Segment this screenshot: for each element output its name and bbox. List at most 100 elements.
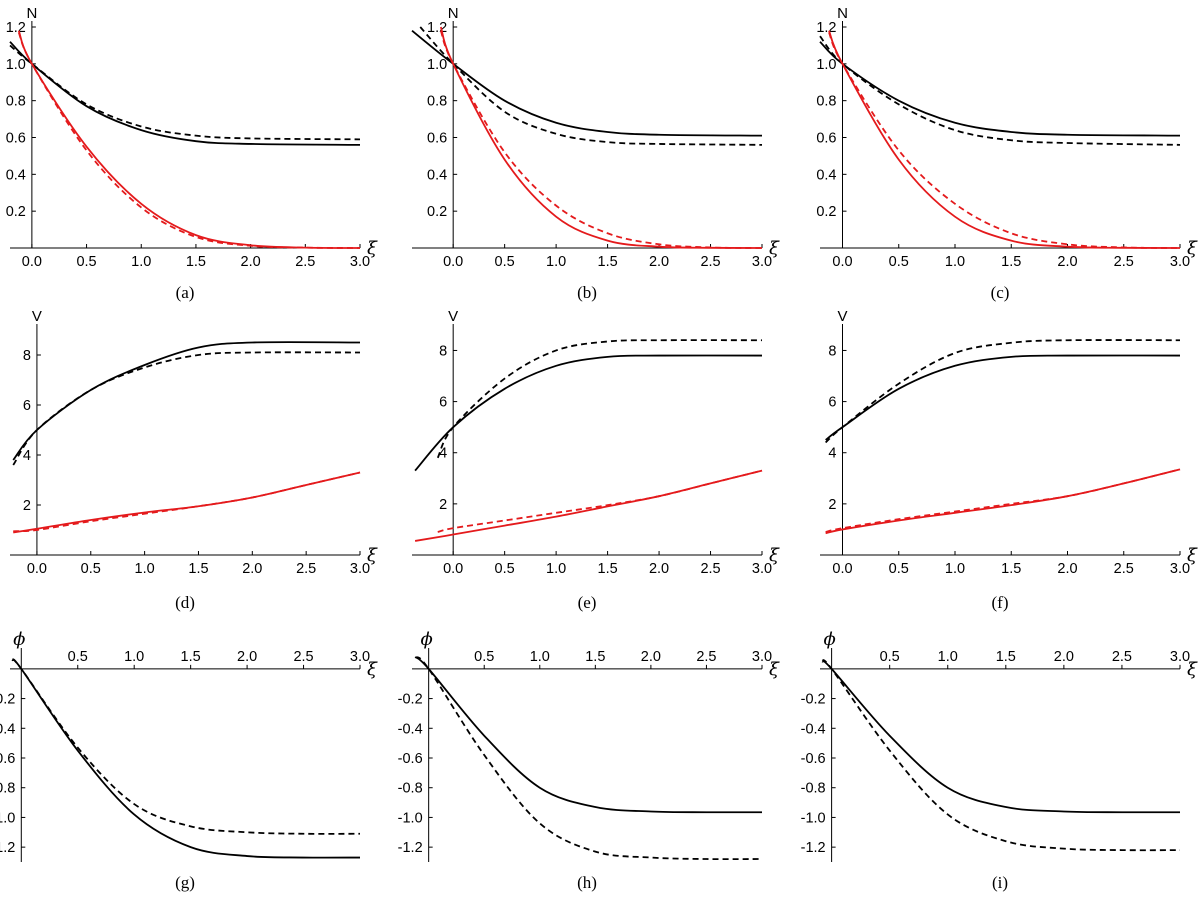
x-tick-label: 2.5 [696, 649, 716, 665]
y-tick-label: 0.4 [427, 167, 447, 183]
x-tick-label: 1.5 [181, 649, 201, 665]
panel-caption: (d) [175, 593, 195, 612]
panel-a: 0.0 0.5 1.0 1.5 2.0 2.5 3.0 0.2 0.4 0.6 0.8 1.0 1.2N… [6, 5, 378, 302]
x-axis-label: ξ [367, 238, 378, 259]
y-tick-label: 6 [439, 395, 447, 411]
x-tick-label: 1.5 [585, 649, 605, 665]
y-tick-label: 8 [828, 343, 836, 359]
y-tick-label: 6 [23, 398, 31, 414]
black-solid-curve [414, 656, 763, 814]
red-dashed-curve [13, 471, 361, 533]
y-tick-label: -0.6 [801, 751, 826, 767]
black-dashed-curve [12, 351, 361, 466]
y-tick-label: 1.0 [816, 57, 836, 73]
y-tick-label: -1.2 [0, 840, 15, 856]
y-tick-label: 0.8 [6, 94, 26, 110]
panel-f: 0.0 0.5 1.0 1.5 2.0 2.5 3.0 2 4 6 8 Vξ (f) [820, 308, 1198, 612]
x-tick-label: 1.5 [598, 561, 618, 577]
x-tick-label: 2.0 [649, 561, 669, 577]
black-solid-curve [11, 658, 361, 859]
x-axis-label: ξ [367, 545, 378, 566]
x-tick-label: 1.0 [546, 254, 566, 270]
y-tick-label: -0.4 [0, 721, 15, 737]
x-tick-label: 2.0 [649, 254, 669, 270]
x-tick-label: 1.5 [1001, 254, 1021, 270]
x-tick-label: 3.0 [1170, 561, 1190, 577]
y-tick-label: 0.4 [6, 167, 26, 183]
panel-caption: (h) [577, 873, 597, 892]
x-axis-label: ξ [769, 659, 780, 680]
x-tick-label: 3.0 [1170, 649, 1190, 665]
panel-c: 0.0 0.5 1.0 1.5 2.0 2.5 3.0 0.2 0.4 0.6 0.8 1.0 1.2N… [816, 5, 1198, 302]
black-dashed-curve [825, 339, 1181, 444]
y-tick-label: 2 [439, 497, 447, 513]
x-tick-label: 1.5 [598, 254, 618, 270]
y-tick-label: 1.0 [427, 57, 447, 73]
y-tick-label: 4 [828, 446, 836, 462]
y-axis-label: ϕ [823, 629, 835, 650]
x-axis-label: ξ [1187, 545, 1198, 566]
x-tick-label: 2.0 [641, 649, 661, 665]
y-tick-label: 0.6 [427, 131, 447, 147]
x-tick-label: 2.5 [296, 561, 316, 577]
red-dashed-curve [439, 30, 763, 249]
x-tick-label: 3.0 [350, 649, 370, 665]
x-tick-label: 3.0 [350, 254, 370, 270]
red-solid-curve [825, 468, 1181, 535]
y-tick-label: 0.6 [6, 131, 26, 147]
x-tick-label: 2.0 [237, 649, 257, 665]
x-tick-label: 1.0 [131, 254, 151, 270]
x-tick-label: 2.0 [242, 561, 262, 577]
x-tick-label: 2.5 [1112, 649, 1132, 665]
x-tick-label: 0.0 [832, 561, 852, 577]
x-tick-label: 1.5 [996, 649, 1016, 665]
panel-caption: (i) [992, 873, 1008, 892]
x-tick-label: 2.5 [700, 561, 720, 577]
x-tick-label: 1.0 [135, 561, 155, 577]
x-tick-label: 2.0 [241, 254, 261, 270]
x-tick-label: 0.5 [68, 649, 88, 665]
panel-h: 0.5 1.0 1.5 2.0 2.5 3.0 -0.2 -0.4 -0.6 -0.8 -1.0 -1… [398, 629, 780, 892]
x-tick-label: 3.0 [752, 254, 772, 270]
black-dashed-curve [821, 659, 1181, 852]
y-axis-label: V [448, 308, 458, 325]
x-tick-label: 0.5 [474, 649, 494, 665]
x-tick-label: 2.5 [293, 649, 313, 665]
y-tick-label: 2 [23, 498, 31, 514]
x-axis-label: ξ [367, 659, 378, 680]
red-solid-curve [439, 26, 763, 249]
y-tick-label: 0.8 [427, 94, 447, 110]
y-tick-label: 1.0 [6, 57, 26, 73]
y-axis-label: N [448, 5, 459, 22]
x-tick-label: 0.0 [443, 561, 463, 577]
y-tick-label: -0.2 [801, 692, 826, 708]
x-tick-label: 0.0 [443, 254, 463, 270]
x-tick-label: 0.5 [76, 254, 96, 270]
x-tick-label: 0.5 [889, 254, 909, 270]
red-solid-curve [13, 471, 361, 534]
x-axis-label: ξ [769, 238, 780, 259]
y-tick-label: 1.2 [427, 20, 447, 36]
x-tick-label: 0.5 [889, 561, 909, 577]
y-tick-label: -0.2 [0, 692, 15, 708]
y-tick-label: 0.2 [816, 204, 836, 220]
y-tick-label: -0.4 [801, 721, 826, 737]
panel-i: 0.5 1.0 1.5 2.0 2.5 3.0 -0.2 -0.4 -0.6 -0.8 -1.0 -1… [801, 629, 1198, 892]
x-tick-label: 3.0 [752, 561, 772, 577]
x-tick-label: 1.5 [188, 561, 208, 577]
y-tick-label: -1.0 [0, 810, 15, 826]
x-tick-label: 1.5 [186, 254, 206, 270]
y-axis-label: V [837, 308, 847, 325]
red-dashed-curve [437, 469, 763, 533]
y-axis-label: V [32, 308, 42, 325]
x-tick-label: 2.5 [1114, 561, 1134, 577]
y-tick-label: 4 [439, 446, 447, 462]
y-tick-label: 0.2 [427, 204, 447, 220]
y-tick-label: -1.0 [801, 810, 826, 826]
x-tick-label: 2.5 [700, 254, 720, 270]
x-axis-label: ξ [1187, 659, 1198, 680]
y-tick-label: 0.8 [816, 94, 836, 110]
black-solid-curve [12, 341, 361, 461]
y-tick-label: -0.8 [801, 781, 826, 797]
